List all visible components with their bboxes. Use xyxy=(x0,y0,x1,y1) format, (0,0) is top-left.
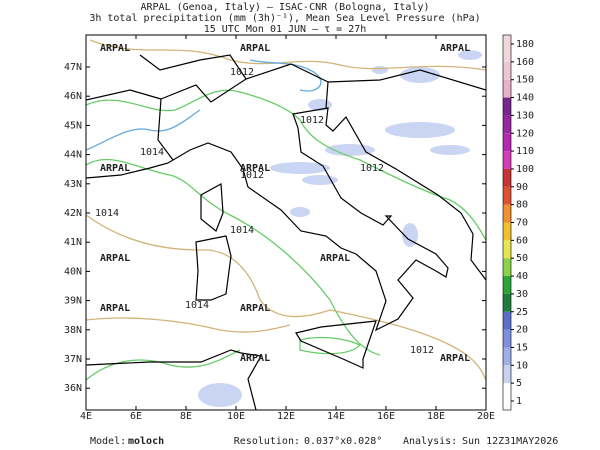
isobar-label: 1012 xyxy=(360,163,384,174)
colorbar-swatch xyxy=(503,365,511,384)
colorbar-label: 130 xyxy=(516,110,534,121)
isobar-label: 1012 xyxy=(230,67,254,78)
isobar-label: 1012 xyxy=(410,345,434,356)
colorbar-label: 100 xyxy=(516,164,534,175)
colorbar-swatch xyxy=(503,276,511,294)
isobar-label: 1012 xyxy=(240,170,264,181)
colorbar-swatch xyxy=(503,168,511,187)
colorbar-swatch xyxy=(503,329,511,348)
colorbar-swatch xyxy=(503,97,511,116)
colorbar-swatch xyxy=(503,347,511,366)
coastlines xyxy=(86,54,486,410)
watermark: ARPAL xyxy=(240,43,270,54)
colorbar-label: 80 xyxy=(516,200,528,211)
isobar-label: 1012 xyxy=(300,115,324,126)
colorbar-swatch xyxy=(503,401,511,410)
isobar-label: 1014 xyxy=(140,147,164,158)
colorbar-swatch xyxy=(503,79,511,98)
watermark: ARPAL xyxy=(100,163,130,174)
colorbar-swatch xyxy=(503,240,511,259)
watermark: ARPAL xyxy=(100,43,130,54)
colorbar-label: 160 xyxy=(516,57,534,68)
colorbar-label: 25 xyxy=(516,307,528,318)
lat-label: 36N xyxy=(64,383,82,394)
lon-label: 4E xyxy=(80,411,92,422)
colorbar-label: 180 xyxy=(516,39,534,50)
colorbar-label: 140 xyxy=(516,93,534,104)
colorbar-label: 90 xyxy=(516,182,528,193)
footer-value: moloch xyxy=(128,436,164,447)
lon-label: 14E xyxy=(327,411,345,422)
lat-label: 41N xyxy=(64,237,82,248)
colorbar-label: 60 xyxy=(516,235,528,246)
lat-label: 43N xyxy=(64,179,82,190)
colorbar-swatch xyxy=(503,311,511,330)
lon-label: 8E xyxy=(180,411,192,422)
colorbar-swatch xyxy=(503,61,511,80)
lon-label: 16E xyxy=(377,411,395,422)
isobars xyxy=(86,39,486,381)
colorbar-label: 110 xyxy=(516,146,534,157)
watermark: ARPAL xyxy=(440,43,470,54)
watermark: ARPAL xyxy=(240,303,270,314)
lon-label: 20E xyxy=(477,411,495,422)
map-background xyxy=(86,35,486,410)
lat-label: 44N xyxy=(64,150,82,161)
watermark: ARPAL xyxy=(240,353,270,364)
lon-label: 10E xyxy=(227,411,245,422)
colorbar-label: 150 xyxy=(516,75,534,86)
colorbar-swatch xyxy=(503,115,511,134)
header-line: ARPAL (Genoa, Italy) – ISAC-CNR (Bologna… xyxy=(141,2,430,13)
lat-label: 37N xyxy=(64,354,82,365)
colorbar-label: 50 xyxy=(516,253,528,264)
isobar-label: 1014 xyxy=(230,225,254,236)
lat-label: 38N xyxy=(64,325,82,336)
lat-label: 46N xyxy=(64,91,82,102)
lat-label: 47N xyxy=(64,62,82,73)
precipitation xyxy=(198,50,482,407)
watermark: ARPAL xyxy=(320,253,350,264)
footer-label: Model: xyxy=(90,436,126,447)
lat-label: 40N xyxy=(64,266,82,277)
lat-label: 42N xyxy=(64,208,82,219)
colorbar-label: 1 xyxy=(516,396,522,407)
colorbar-swatch xyxy=(503,258,511,277)
colorbar-label: 70 xyxy=(516,218,528,229)
colorbar-label: 30 xyxy=(516,289,528,300)
footer-value: 0.037°x0.028° xyxy=(304,436,382,447)
colorbar-label: 40 xyxy=(516,271,528,282)
map-layer xyxy=(86,35,486,410)
lat-label: 45N xyxy=(64,120,82,131)
colorbar-swatch xyxy=(503,151,511,169)
colorbar-label: 120 xyxy=(516,128,534,139)
lon-label: 6E xyxy=(130,411,142,422)
lon-label: 12E xyxy=(277,411,295,422)
colorbar-label: 20 xyxy=(516,325,528,336)
colorbar-swatch xyxy=(503,35,511,44)
colorbar-label: 10 xyxy=(516,360,528,371)
watermark: ARPAL xyxy=(100,253,130,264)
footer-label: Resolution: xyxy=(234,436,300,447)
colorbar-swatch xyxy=(503,186,511,205)
colorbar-swatch xyxy=(503,293,511,312)
colorbar-swatch xyxy=(503,44,511,62)
colorbar-swatch xyxy=(503,204,511,223)
header-line: 3h total precipitation (mm (3h)⁻¹), Mean… xyxy=(89,13,480,24)
isobar-label: 1014 xyxy=(95,208,119,219)
isobar-label: 1014 xyxy=(185,300,209,311)
colorbar-swatch xyxy=(503,383,511,401)
watermark: ARPAL xyxy=(100,303,130,314)
watermark: ARPAL xyxy=(240,163,270,174)
colorbar-label: 5 xyxy=(516,378,522,389)
colorbar-swatch xyxy=(503,133,511,152)
lon-label: 18E xyxy=(427,411,445,422)
colorbar-label: 15 xyxy=(516,342,528,353)
colorbar-swatch xyxy=(503,222,511,241)
watermark: ARPAL xyxy=(440,353,470,364)
footer-value: Sun 12Z31MAY2026 xyxy=(462,436,558,447)
lat-label: 39N xyxy=(64,296,82,307)
header-line: 15 UTC Mon 01 JUN – τ = 27h xyxy=(204,24,367,35)
footer-label: Analysis: xyxy=(403,436,457,447)
